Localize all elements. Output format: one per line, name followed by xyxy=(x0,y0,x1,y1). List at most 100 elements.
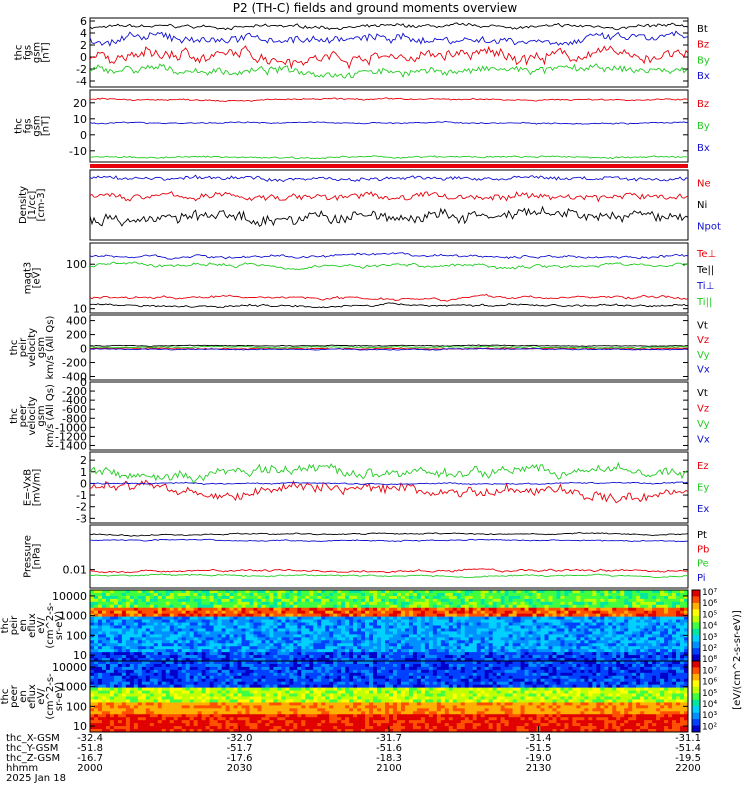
spectrogram-cell xyxy=(608,604,613,609)
spectrogram-cell xyxy=(293,590,298,594)
spectrogram-cell xyxy=(672,658,677,662)
spectrogram-cell xyxy=(508,681,513,685)
spectrogram-cell xyxy=(536,634,541,638)
spectrogram-cell xyxy=(385,678,390,683)
spectrogram-cell xyxy=(440,598,446,603)
spectrogram-cell xyxy=(616,625,621,629)
spectrogram-cell xyxy=(229,637,234,641)
spectrogram-cell xyxy=(512,598,517,603)
spectrogram-cell xyxy=(173,681,179,685)
spectrogram-cell xyxy=(105,658,111,662)
spectrogram-cell xyxy=(420,643,426,647)
spectrogram-cell xyxy=(408,637,414,641)
spectrogram-cell xyxy=(181,652,186,656)
spectrogram-cell xyxy=(516,622,521,626)
spectrogram-cell xyxy=(385,610,390,614)
spectrogram-cell xyxy=(568,604,573,609)
spectrogram-cell xyxy=(117,666,123,671)
spectrogram-cell xyxy=(660,640,665,644)
spectrogram-cell xyxy=(245,610,250,614)
y-tick-label: 0 xyxy=(80,129,87,142)
spectrogram-cell xyxy=(392,628,398,632)
spectrogram-cell xyxy=(568,622,573,626)
spectrogram-cell xyxy=(265,604,270,609)
spectrogram-cell xyxy=(309,663,314,668)
spectrogram-cell xyxy=(572,604,577,609)
spectrogram-cell xyxy=(157,598,163,603)
spectrogram-cell xyxy=(105,669,111,674)
spectrogram-cell xyxy=(464,661,470,665)
spectrogram-cell xyxy=(624,661,629,665)
spectrogram-cell xyxy=(632,637,637,641)
spectrogram-cell xyxy=(245,619,250,623)
spectrogram-cell xyxy=(381,672,386,677)
spectrogram-cell xyxy=(420,607,426,612)
spectrogram-cell xyxy=(460,613,466,617)
spectrogram-cell xyxy=(572,610,577,614)
spectrogram-cell xyxy=(229,634,234,638)
spectrogram-cell xyxy=(672,663,677,668)
spectrogram-cell xyxy=(516,661,521,665)
spectrogram-cell xyxy=(484,598,489,603)
spectrogram-cell xyxy=(568,672,573,677)
spectrogram-cell xyxy=(221,663,226,668)
spectrogram-cell xyxy=(265,625,270,629)
spectrogram-cell xyxy=(636,643,641,647)
spectrogram-cell xyxy=(528,646,533,650)
spectrogram-cell xyxy=(373,622,378,626)
spectrogram-cell xyxy=(488,666,493,671)
spectrogram-cell xyxy=(149,628,155,632)
spectrogram-cell xyxy=(277,601,282,606)
spectrogram-cell xyxy=(456,604,462,609)
spectrogram-cell xyxy=(109,661,115,665)
spectrogram-cell xyxy=(544,652,549,656)
spectrogram-cell xyxy=(396,649,402,653)
spectrogram-cell xyxy=(560,672,565,677)
y-tick-label: 20 xyxy=(73,97,87,110)
spectrogram-cell xyxy=(396,661,402,665)
spectrogram-cell xyxy=(504,622,509,626)
spectrogram-cell xyxy=(145,613,151,617)
spectrogram-cell xyxy=(588,663,593,668)
spectrogram-cell xyxy=(137,604,143,609)
spectrogram-cell xyxy=(361,655,366,659)
spectrogram-cell xyxy=(648,637,653,641)
spectrogram-cell xyxy=(173,666,179,671)
spectrogram-cell xyxy=(265,634,270,638)
spectrogram-cell xyxy=(169,595,175,600)
spectrogram-cell xyxy=(185,590,190,594)
spectrogram-cell xyxy=(141,640,147,644)
spectrogram-cell xyxy=(277,610,282,614)
spectrogram-cell xyxy=(137,669,143,674)
spectrogram-cell xyxy=(628,646,633,650)
spectrogram-cell xyxy=(141,652,147,656)
spectrogram-cell xyxy=(668,619,673,623)
spectrogram-cell xyxy=(516,634,521,638)
spectrogram-cell xyxy=(656,678,661,683)
spectrogram-cell xyxy=(153,610,159,614)
spectrogram-cell xyxy=(125,595,131,600)
spectrogram-cell xyxy=(636,619,641,623)
spectrogram-cell xyxy=(325,643,330,647)
spectrogram-cell xyxy=(504,634,509,638)
spectrogram-cell xyxy=(321,622,326,626)
spectrogram-cell xyxy=(185,652,190,656)
spectrogram-cell xyxy=(125,607,131,612)
spectrogram-cell xyxy=(369,601,374,606)
spectrogram-cell xyxy=(317,592,322,597)
spectrogram-cell xyxy=(428,663,434,668)
spectrogram-cell xyxy=(277,628,282,632)
spectrogram-cell xyxy=(560,595,565,600)
spectrogram-cell xyxy=(468,658,474,662)
panel-frame xyxy=(89,169,689,241)
spectrogram-cell xyxy=(93,595,99,600)
spectrogram-cell xyxy=(281,669,286,674)
spectrogram-cell xyxy=(516,678,521,683)
spectrogram-cell xyxy=(145,628,151,632)
spectrogram-cell xyxy=(600,634,605,638)
spectrogram-cell xyxy=(440,681,446,685)
spectrogram-cell xyxy=(141,628,147,632)
spectrogram-cell xyxy=(436,652,442,656)
spectrogram-cell xyxy=(117,663,123,668)
spectrogram-cell xyxy=(313,637,318,641)
